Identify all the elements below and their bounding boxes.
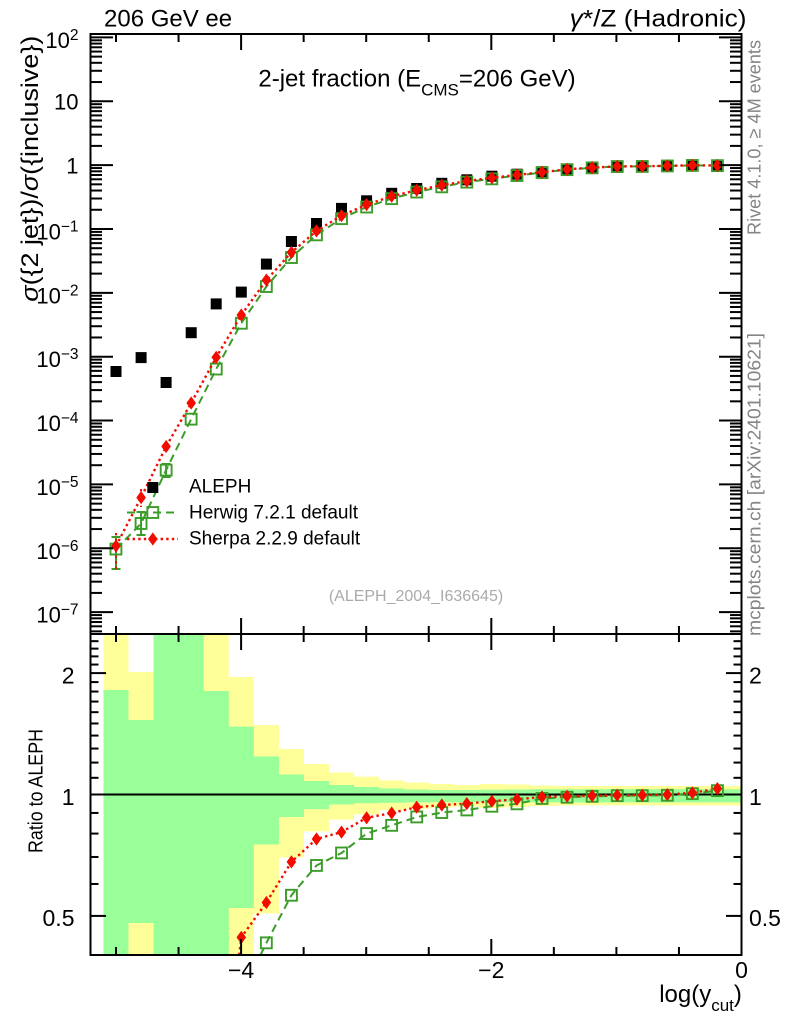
svg-text:Ratio to ALEPH: Ratio to ALEPH bbox=[26, 729, 48, 853]
svg-text:−4: −4 bbox=[228, 957, 254, 983]
svg-text:ALEPH: ALEPH bbox=[189, 477, 251, 498]
svg-text:206 GeV ee: 206 GeV ee bbox=[104, 6, 232, 33]
svg-text:1: 1 bbox=[62, 784, 75, 810]
svg-text:Herwig 7.2.1 default: Herwig 7.2.1 default bbox=[189, 503, 359, 524]
svg-text:γ*/Z (Hadronic): γ*/Z (Hadronic) bbox=[570, 6, 747, 33]
svg-text:0.5: 0.5 bbox=[749, 905, 781, 931]
svg-text:Rivet 4.1.0, ≥ 4M events: Rivet 4.1.0, ≥ 4M events bbox=[744, 40, 765, 235]
svg-text:−2: −2 bbox=[478, 957, 504, 983]
svg-text:Sherpa 2.2.9 default: Sherpa 2.2.9 default bbox=[189, 529, 361, 550]
svg-text:2: 2 bbox=[749, 662, 762, 688]
svg-text:10−2: 10−2 bbox=[36, 282, 78, 308]
svg-text:mcplots.cern.ch [arXiv:2401.10: mcplots.cern.ch [arXiv:2401.10621] bbox=[744, 333, 765, 636]
svg-text:(ALEPH_2004_I636645): (ALEPH_2004_I636645) bbox=[329, 588, 503, 605]
svg-text:1: 1 bbox=[66, 153, 78, 178]
svg-text:1: 1 bbox=[749, 784, 762, 810]
svg-text:σ({2 jet})/σ({inclusive}): σ({2 jet})/σ({inclusive}) bbox=[17, 36, 44, 302]
svg-text:0.5: 0.5 bbox=[43, 905, 75, 931]
svg-text:10: 10 bbox=[54, 90, 78, 115]
svg-text:2: 2 bbox=[62, 662, 75, 688]
svg-text:0: 0 bbox=[735, 957, 748, 983]
